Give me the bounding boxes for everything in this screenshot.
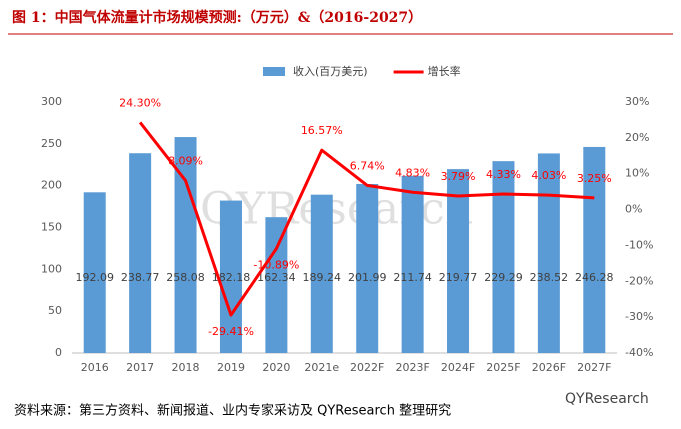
x-tick-label: 2026F	[532, 361, 566, 374]
bar-label: 162.34	[257, 271, 296, 284]
x-tick-label: 2027F	[577, 361, 611, 374]
line-label: 6.74%	[350, 159, 385, 172]
y-tick-label: 0	[55, 346, 62, 359]
bar	[83, 192, 106, 353]
line-label: 4.03%	[531, 169, 566, 182]
bar	[174, 137, 197, 353]
source: 资料来源：第三方资料、新闻报道、业内专家采访及 QYResearch 整理研究	[14, 403, 451, 419]
x-tick-label: 2021e	[304, 361, 339, 374]
x-tick-label: 2023F	[395, 361, 429, 374]
bar-label: 229.29	[484, 271, 523, 284]
y-tick-label: 200	[41, 179, 62, 192]
line-label: 8.09%	[168, 155, 203, 168]
y-tick-label: 50	[48, 304, 62, 317]
bar-label: 189.24	[303, 271, 342, 284]
bar-label: 219.77	[439, 271, 478, 284]
x-tick-label: 2016	[81, 361, 109, 374]
bar	[492, 161, 515, 353]
line-label: 16.57%	[301, 124, 343, 137]
bar-label: 238.77	[121, 271, 160, 284]
y2-tick-label: -20%	[625, 274, 653, 287]
bar	[129, 153, 152, 353]
bar-label: 246.28	[575, 271, 614, 284]
bar	[447, 169, 470, 353]
bar	[219, 200, 242, 353]
chart-title: 图 1：中国气体流量计市场规模预测:（万元）&（2016-2027）	[12, 9, 422, 26]
growth-line	[138, 121, 595, 317]
logo: QYResearch	[565, 391, 649, 407]
bar-label: 201.99	[348, 271, 387, 284]
bar	[310, 194, 333, 353]
x-tick-label: 2018	[172, 361, 200, 374]
bar-label: 182.18	[212, 271, 251, 284]
x-tick-label: 2024F	[441, 361, 475, 374]
line-label: -10.89%	[253, 259, 299, 272]
line-label: -29.41%	[208, 325, 254, 338]
bar	[537, 153, 560, 353]
y2-tick-label: -40%	[625, 346, 653, 359]
y-tick-label: 300	[41, 95, 62, 108]
y2-tick-label: 30%	[625, 95, 649, 108]
y-tick-label: 100	[41, 262, 62, 275]
bar-label: 258.08	[166, 271, 205, 284]
line-label: 3.79%	[441, 170, 476, 183]
legend-label: 增长率	[428, 64, 461, 78]
x-tick-label: 2017	[126, 361, 154, 374]
bar-label: 211.74	[393, 271, 432, 284]
y2-tick-label: 0%	[625, 203, 642, 216]
x-tick-label: 2022F	[350, 361, 384, 374]
x-tick-label: 2020	[262, 361, 290, 374]
line-label: 24.30%	[119, 96, 161, 109]
y2-tick-label: -10%	[625, 238, 653, 251]
x-tick-label: 2019	[217, 361, 245, 374]
y2-tick-label: 20%	[625, 131, 649, 144]
line-label: 3.25%	[577, 172, 612, 185]
y-tick-label: 250	[41, 137, 62, 150]
bar	[265, 217, 288, 353]
line-label: 4.33%	[486, 168, 521, 181]
bar-label: 238.52	[530, 271, 569, 284]
line-label: 4.83%	[395, 166, 430, 179]
legend-label: 收入(百万美元)	[293, 64, 368, 78]
y-tick-label: 150	[41, 221, 62, 234]
x-tick-label: 2025F	[486, 361, 520, 374]
bar	[401, 175, 424, 353]
bar	[356, 184, 379, 353]
y2-tick-label: -30%	[625, 310, 653, 323]
y2-tick-label: 10%	[625, 167, 649, 180]
bar-label: 192.09	[75, 271, 114, 284]
legend-swatch	[263, 67, 285, 76]
